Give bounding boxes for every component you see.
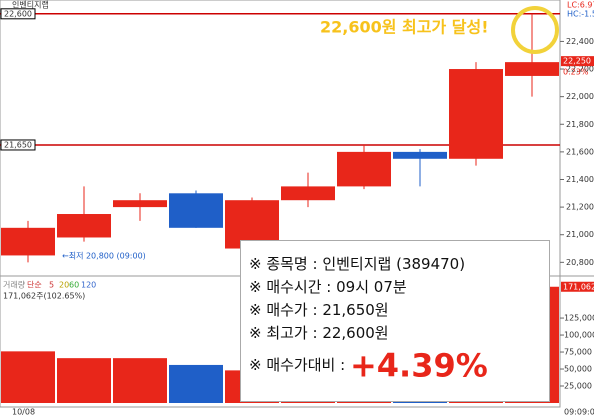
highlight-circle — [511, 6, 559, 54]
chart-title: 인벤티지랩 — [12, 0, 49, 10]
y-tick-label: 21,400 — [566, 175, 594, 184]
candle-body — [1, 227, 55, 256]
info-box: ※ 종목명 : 인벤티지랩 (389470) ※ 매수시간 : 09시 07분 … — [240, 240, 550, 402]
y-tick-label: 21,800 — [566, 120, 594, 129]
info-line: ※ 최고가 : 22,600원 — [249, 324, 389, 342]
last-change: 0.23% — [563, 68, 589, 77]
annotation: 22,600원 최고가 달성! — [320, 18, 489, 37]
volume-bar — [113, 358, 167, 403]
x-start: 10/08 — [12, 408, 35, 417]
candle-body — [337, 151, 391, 187]
candle-body — [505, 62, 559, 76]
gain-label: ※ 매수가대비 : — [249, 356, 346, 374]
level-label: 21,650 — [4, 140, 32, 149]
level-label: 22,600 — [4, 9, 32, 18]
y-tick-label: 20,800 — [566, 258, 594, 267]
level-tag — [0, 8, 36, 20]
volume-legend: 20 — [59, 281, 69, 290]
candle-body — [393, 151, 447, 159]
v-tick-label: 125,000 — [564, 314, 594, 323]
info-line: ※ 매수가 : 21,650원 — [249, 301, 389, 319]
y-tick-label: 21,000 — [566, 230, 594, 239]
volume-bar — [1, 351, 55, 403]
lc: LC:6.97 — [567, 1, 594, 10]
volume-last: 171,062 — [563, 282, 594, 291]
v-tick-label: 75,000 — [564, 348, 592, 357]
gain: +4.39% — [349, 346, 488, 385]
last-price: 22,250 — [563, 57, 591, 66]
v-tick-label: 25,000 — [564, 382, 592, 391]
y-tick-label: 21,600 — [566, 147, 594, 156]
candle-body — [57, 214, 111, 238]
v-tick-label: 100,000 — [564, 331, 594, 340]
volume-note: 171,062주(102.65%) — [3, 292, 85, 301]
level-tag — [0, 139, 36, 151]
candle-body — [449, 69, 503, 159]
volume-legend: 단순 — [27, 280, 42, 290]
info-line: ※ 종목명 : 인벤티지랩 (389470) — [249, 255, 466, 273]
candle-body — [281, 186, 335, 201]
price-tag — [561, 56, 594, 67]
v-tick-label: 50,000 — [564, 365, 592, 374]
hc: HC:-1.55 — [567, 10, 594, 19]
volume-legend: 거래량 — [3, 280, 26, 290]
x-end: 09:09:00 — [564, 408, 594, 417]
y-tick-label: 22,000 — [566, 92, 594, 101]
y-tick-label: 22,400 — [566, 37, 594, 46]
volume-tag — [561, 281, 594, 292]
y-tick-label: 21,200 — [566, 203, 594, 212]
volume-bar — [169, 364, 223, 403]
info-line: ※ 매수시간 : 09시 07분 — [249, 278, 407, 296]
low-note: ←최저 20,800 (09:00) — [62, 251, 146, 261]
volume-legend: 60 — [69, 281, 79, 290]
volume-legend: 5 — [49, 281, 54, 290]
volume-bar — [57, 358, 111, 403]
candle-body — [113, 200, 167, 208]
candle-body — [169, 193, 223, 228]
volume-legend: 120 — [81, 281, 96, 290]
y-tick-label: 22,200 — [566, 65, 594, 74]
